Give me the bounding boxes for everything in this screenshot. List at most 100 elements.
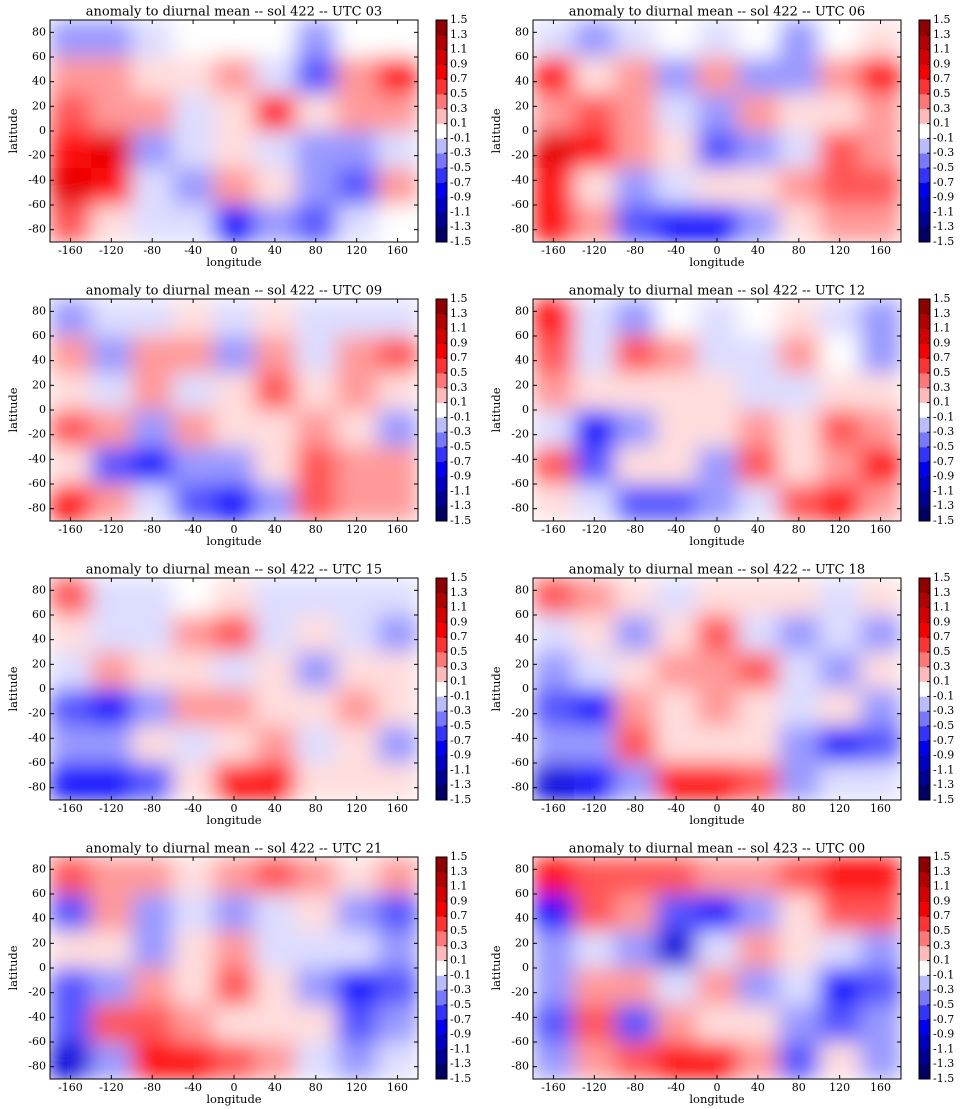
colorbar-label: -1.5 <box>933 235 954 248</box>
field-cell <box>254 894 296 932</box>
x-tick-label: -160 <box>541 1081 566 1094</box>
colorbar-band <box>436 299 447 315</box>
colorbar-label: 1.1 <box>933 43 951 56</box>
x-tick-label: 80 <box>309 523 323 536</box>
y-tick-label: 60 <box>515 50 529 63</box>
field-cell <box>131 726 174 764</box>
field-cell <box>213 931 255 969</box>
x-tick-label: 80 <box>792 1081 806 1094</box>
colorbar-band <box>436 975 447 991</box>
colorbar-band <box>436 901 447 917</box>
x-tick-label: -80 <box>143 1081 161 1094</box>
x-tick-label: -40 <box>184 523 202 536</box>
field-cell <box>50 652 92 690</box>
colorbar-label: 0.9 <box>450 57 468 70</box>
field-cell <box>131 763 174 800</box>
y-axis-label: latitude <box>6 945 20 990</box>
field-cell <box>573 931 616 969</box>
field-cell <box>295 410 337 448</box>
field-cell <box>819 894 861 932</box>
field-cell <box>737 652 779 690</box>
field-cell <box>533 373 575 411</box>
field-cell <box>533 578 575 616</box>
colorbar-label: -1.3 <box>450 220 471 233</box>
field-cell <box>819 857 861 895</box>
field-cell <box>377 894 418 932</box>
field-cell <box>295 968 337 1006</box>
colorbar-band <box>919 711 930 727</box>
y-tick-label: 0 <box>39 403 46 416</box>
field-cell <box>50 578 92 616</box>
field-cell <box>737 894 779 932</box>
x-tick-label: 80 <box>792 523 806 536</box>
field-cell <box>377 857 418 895</box>
field-cell <box>655 299 698 337</box>
x-tick-label: 160 <box>870 244 891 257</box>
colorbar-label: 1.5 <box>450 571 468 584</box>
field-cell <box>860 447 901 485</box>
colorbar-label: 0.7 <box>450 72 468 85</box>
field-cell <box>295 57 337 95</box>
field-cell <box>778 1042 820 1079</box>
colorbar-label: -1.5 <box>450 1072 471 1085</box>
field-cell <box>819 968 861 1006</box>
x-tick-label: -80 <box>143 244 161 257</box>
y-tick-label: 20 <box>32 936 46 949</box>
field-cell <box>533 726 575 764</box>
colorbar-band <box>436 506 447 522</box>
field-cell <box>131 857 174 895</box>
field-cell <box>254 20 296 58</box>
colorbar-label: 0.9 <box>450 336 468 349</box>
y-tick-label: -60 <box>28 198 46 211</box>
field-cell <box>819 57 861 95</box>
plot-area <box>533 299 901 521</box>
colorbar-label: -0.5 <box>450 440 471 453</box>
colorbar-label: 0.1 <box>450 675 468 688</box>
field-cell <box>819 410 861 448</box>
field-cell <box>655 373 698 411</box>
field-cell <box>377 652 418 690</box>
x-axis-label: longitude <box>206 534 261 548</box>
colorbar-band <box>919 960 930 976</box>
y-tick-label: -20 <box>511 149 529 162</box>
field-cell <box>172 484 215 521</box>
field-cell <box>573 726 616 764</box>
colorbar-band <box>436 49 447 65</box>
field-cell <box>336 20 378 58</box>
colorbar-label: -1.3 <box>450 1057 471 1070</box>
field-cell <box>696 299 738 337</box>
x-tick-label: -40 <box>667 244 685 257</box>
field-cell <box>172 931 215 969</box>
colorbar-band <box>919 373 930 389</box>
colorbar-band <box>436 711 447 727</box>
x-tick-label: 120 <box>829 244 850 257</box>
x-tick-label: 0 <box>714 523 721 536</box>
field-cell <box>696 968 738 1006</box>
colorbar-band <box>919 461 930 477</box>
field-cell <box>90 205 133 242</box>
colorbar-band <box>436 726 447 742</box>
colorbar-band <box>919 387 930 403</box>
plot-area <box>50 299 418 521</box>
field-cell <box>573 484 616 521</box>
field-cell <box>172 20 215 58</box>
field-cell <box>131 931 174 969</box>
colorbar-label: 0.9 <box>450 894 468 907</box>
colorbar-band <box>436 696 447 712</box>
colorbar-band <box>436 592 447 608</box>
y-tick-label: 20 <box>32 378 46 391</box>
field-cell <box>696 168 738 206</box>
field-cell <box>778 57 820 95</box>
x-tick-label: 0 <box>714 244 721 257</box>
field-cell <box>336 373 378 411</box>
colorbar-band <box>919 417 930 433</box>
field-cell <box>737 94 779 132</box>
field-cell <box>533 931 575 969</box>
y-tick-label: -60 <box>511 1035 529 1048</box>
field-cell <box>377 336 418 374</box>
field-cell <box>819 689 861 727</box>
colorbar-label: 0.1 <box>933 675 951 688</box>
colorbar-frame <box>918 298 931 522</box>
x-tick-label: 160 <box>870 802 891 815</box>
y-tick-label: -20 <box>28 149 46 162</box>
